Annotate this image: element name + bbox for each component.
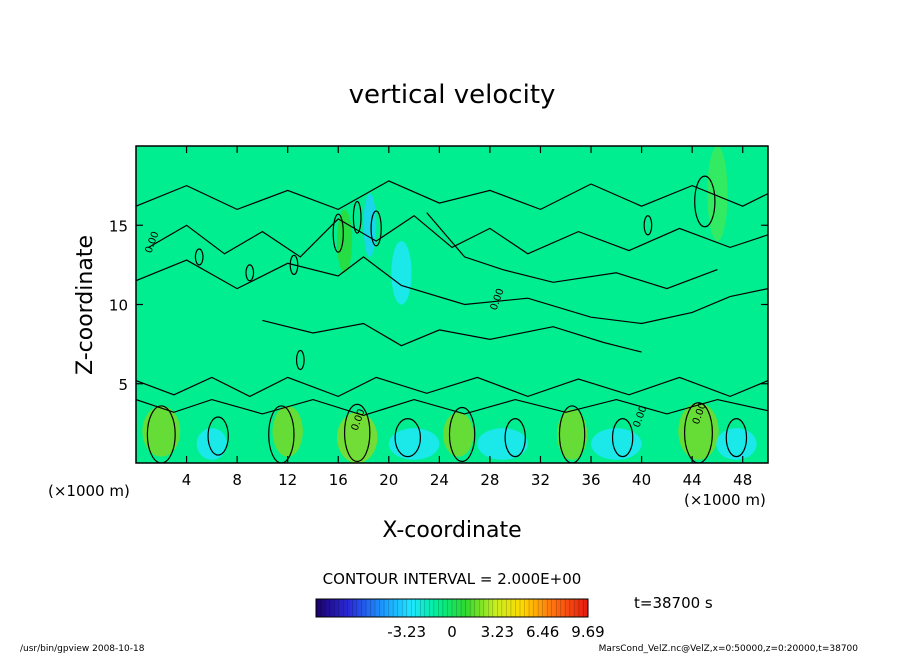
colorbar-stripes [320, 599, 584, 617]
colorbar-tick-label: 6.46 [526, 623, 559, 641]
colorbar-tick-label: 9.69 [571, 623, 604, 641]
contour-line [136, 180, 768, 211]
field-patch [196, 428, 228, 460]
contour-loop [289, 254, 299, 275]
contour-loop [295, 349, 305, 371]
x-tick-label: 48 [733, 471, 752, 489]
contour-loop [504, 418, 526, 458]
contour-loop [207, 416, 229, 456]
contour-loop [268, 405, 295, 463]
x-axis: 4 8 12 16 20 24 28 32 36 40 44 48 [182, 146, 752, 489]
contour-loop [611, 418, 634, 458]
contour-loop [332, 213, 344, 253]
contour-line [136, 398, 768, 417]
colorbar [315, 598, 589, 618]
contour-loop [245, 264, 255, 282]
x-tick-label: 8 [232, 471, 242, 489]
footer-right: MarsCond_VelZ.nc@VelZ,x=0:50000,z=0:2000… [599, 644, 859, 654]
field-patch [443, 412, 474, 457]
contour-line [426, 212, 718, 290]
field-patch [388, 428, 440, 460]
contour-line [148, 214, 768, 258]
contour-loop [683, 402, 713, 463]
x-tick-label: 12 [278, 471, 297, 489]
y-axis: 5 10 15 [109, 217, 768, 394]
field-patch [716, 428, 757, 460]
chart-title: vertical velocity [349, 80, 556, 110]
contour-line [136, 256, 768, 325]
x-tick-label: 28 [480, 471, 499, 489]
field-patch [556, 409, 588, 460]
contour-loop [558, 405, 586, 463]
y-axis-label: Z-coordinate [73, 235, 98, 375]
x-tick-label: 4 [182, 471, 192, 489]
time-label: t=38700 s [634, 594, 713, 612]
field-patch [678, 402, 719, 460]
x-tick-label: 20 [379, 471, 398, 489]
contour-loop [643, 215, 653, 236]
colorbar-ticks: -3.23 0 3.23 6.46 9.69 [387, 623, 604, 641]
y-tick-label: 15 [109, 217, 128, 235]
contour-loop [343, 403, 371, 463]
y-tick-label: 5 [118, 376, 128, 394]
contour-loop [352, 200, 362, 234]
field-patch [363, 193, 377, 257]
y-tick-label: 10 [109, 297, 128, 315]
contour-loop [694, 175, 716, 228]
contour-lines: 0.000.00 0.00 0.000.00 [136, 175, 768, 463]
x-unit-left: (×1000 m) [48, 482, 130, 500]
contour-line [262, 319, 642, 353]
x-unit-right: (×1000 m) [684, 491, 766, 509]
x-tick-label: 36 [581, 471, 600, 489]
x-tick-label: 32 [531, 471, 550, 489]
x-axis-label: X-coordinate [382, 518, 521, 543]
field-patch [272, 405, 303, 457]
footer-left: /usr/bin/gpview 2008-10-18 [20, 644, 145, 654]
colorbar-tick-label: 3.23 [481, 623, 514, 641]
x-tick-label: 24 [430, 471, 449, 489]
field-patch [591, 428, 642, 460]
contour-loop [394, 418, 421, 458]
contour-interval: CONTOUR INTERVAL = 2.000E+00 [323, 570, 582, 588]
field-patch [142, 405, 181, 457]
contour-loop [448, 406, 476, 463]
x-tick-label: 16 [329, 471, 348, 489]
field-patch [477, 428, 528, 460]
contour-loop [725, 418, 748, 458]
contour-line [136, 376, 768, 398]
contour-loop [194, 248, 204, 266]
field-patch [391, 241, 412, 305]
contour-loop [146, 405, 176, 463]
colorbar-tick-label: -3.23 [387, 623, 426, 641]
x-tick-label: 40 [632, 471, 651, 489]
x-tick-label: 44 [683, 471, 702, 489]
contour-loop [370, 210, 382, 247]
colorbar-tick-label: 0 [447, 623, 457, 641]
